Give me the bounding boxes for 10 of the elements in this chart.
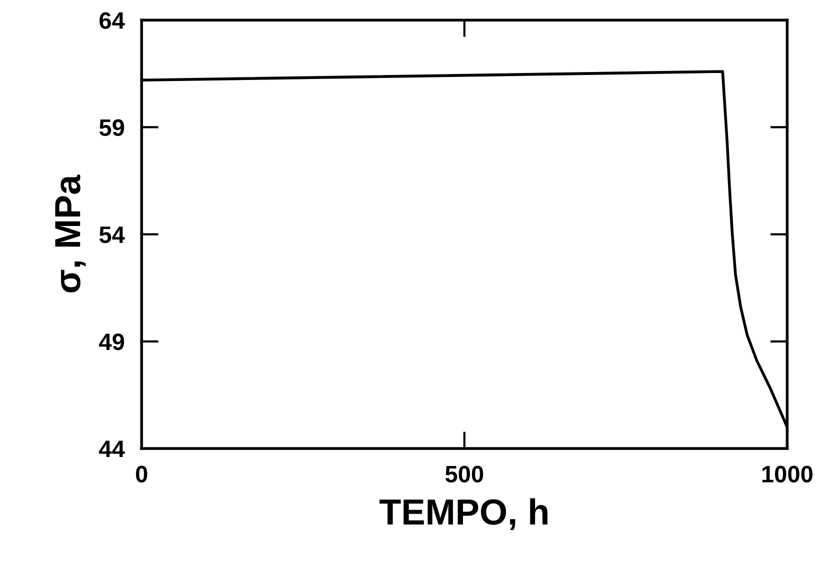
y-tick-label: 49 — [99, 333, 124, 350]
x-tick-label: 0 — [136, 466, 148, 483]
y-tick-label: 54 — [99, 226, 125, 244]
x-tick-label: 1000 — [762, 466, 812, 483]
y-axis-title: σ, MPa — [55, 174, 86, 292]
y-tick-label: 44 — [99, 440, 125, 458]
x-tick-label: 500 — [445, 466, 484, 483]
y-tick-label: 59 — [99, 119, 124, 136]
y-tick-label: 64 — [100, 12, 125, 29]
x-axis-title: TEMPO, h — [380, 498, 548, 530]
